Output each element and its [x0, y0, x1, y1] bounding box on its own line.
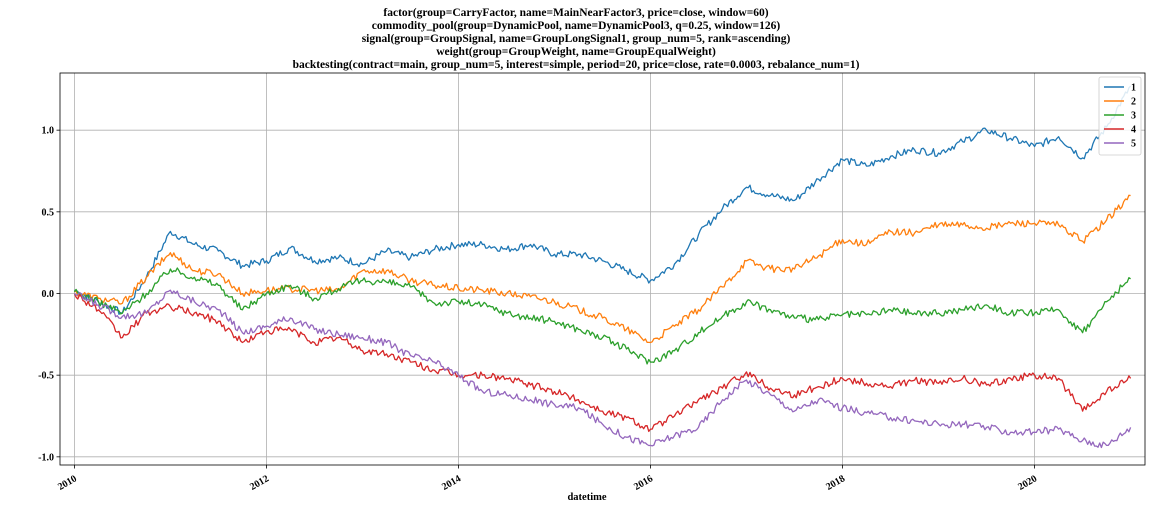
x-tick-label-0: 2010	[56, 473, 79, 493]
series-line-3	[73, 267, 1131, 365]
series-layer	[73, 85, 1132, 449]
x-tick-label-3: 2016	[632, 473, 655, 493]
y-tick-label-3: 0.5	[42, 207, 55, 218]
title-line-2: commodity_pool(group=DynamicPool, name=D…	[372, 20, 781, 32]
legend-box	[1098, 76, 1142, 156]
title-line-3: signal(group=GroupSignal, name=GroupLong…	[362, 33, 791, 45]
series-line-1	[74, 85, 1132, 315]
series-line-5	[73, 289, 1132, 449]
x-axis-label: datetime	[567, 492, 606, 503]
grid-lines	[60, 73, 1145, 465]
legend-label-2: 2	[1131, 97, 1136, 108]
chart-title: factor(group=CarryFactor, name=MainNearF…	[293, 7, 860, 71]
x-tick-label-4: 2018	[824, 473, 847, 493]
y-tick-label-2: 0.0	[42, 289, 55, 300]
legend-label-5: 5	[1131, 139, 1136, 150]
y-tick-label-4: 1.0	[42, 126, 55, 137]
x-tick-label-1: 2012	[248, 473, 271, 493]
title-line-1: factor(group=CarryFactor, name=MainNearF…	[383, 7, 768, 19]
x-tick-label-2: 2014	[440, 473, 463, 493]
title-line-4: weight(group=GroupWeight, name=GroupEqua…	[436, 46, 716, 58]
y-tick-label-0: -1.0	[38, 452, 54, 463]
x-axis: 2010 2012 2014 2016 2018 2020	[56, 465, 1039, 493]
title-line-5: backtesting(contract=main, group_num=5, …	[293, 59, 860, 71]
legend-label-1: 1	[1131, 83, 1136, 94]
x-tick-label-5: 2020	[1016, 473, 1039, 493]
series-line-2	[74, 194, 1131, 344]
y-axis: -1.0 -0.5 0.0 0.5 1.0	[38, 126, 60, 463]
legend-label-3: 3	[1131, 111, 1136, 122]
plot-area	[60, 73, 1145, 465]
y-tick-label-1: -0.5	[38, 371, 54, 382]
plot-border	[59, 72, 1146, 466]
series-line-4	[73, 293, 1132, 433]
legend: 1 2 3 4 5	[1098, 76, 1142, 156]
legend-label-4: 4	[1131, 125, 1136, 136]
